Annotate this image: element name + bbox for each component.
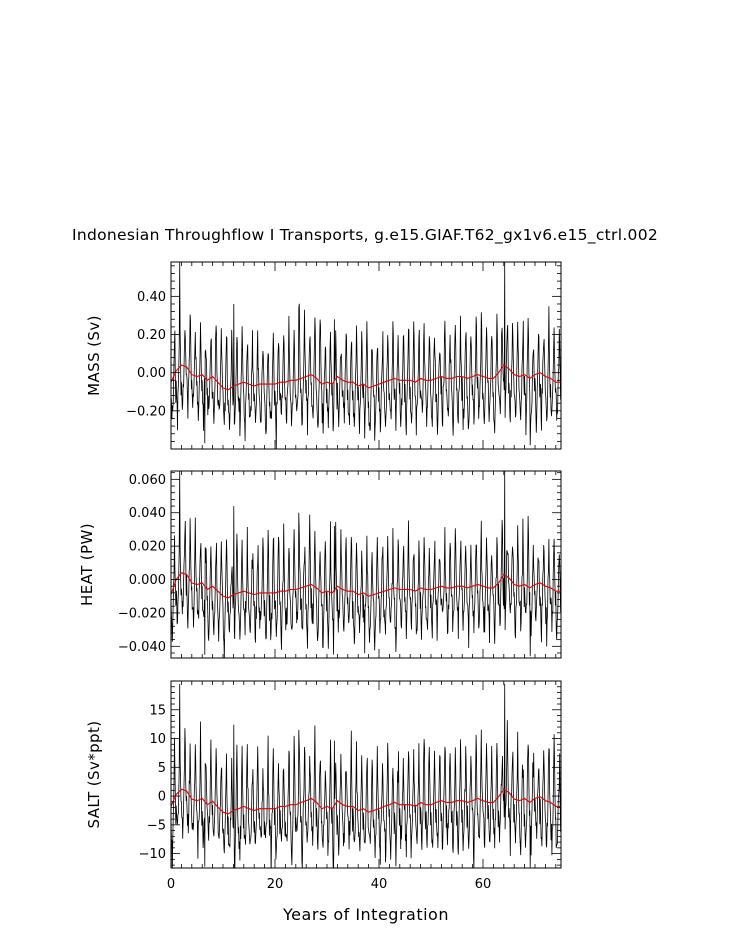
x-axis-label: Years of Integration: [282, 905, 449, 924]
y-tick-label: −0.020: [118, 606, 166, 621]
y-tick-label: 0.060: [129, 473, 166, 488]
raw-series-line: [171, 683, 561, 868]
y-tick-label: 15: [149, 703, 166, 718]
plot-frame: [170, 261, 562, 450]
y-tick-label: −5: [147, 818, 166, 833]
x-tick-label: 20: [267, 877, 284, 892]
y-tick-label: −0.20: [126, 404, 166, 419]
y-tick-label: −0.040: [118, 640, 166, 655]
y-axis-label: MASS (Sv): [85, 315, 103, 396]
y-tick-label: 0.00: [137, 366, 166, 381]
x-tick-label: 40: [371, 877, 388, 892]
y-tick-label: 0: [158, 790, 166, 805]
y-tick-label: 0.000: [129, 573, 166, 588]
heat-transport-panel: −0.040 −0.020 0.000 0.020 0.040 0.060 HEAT (PW…: [78, 470, 562, 659]
running-mean-line: [171, 572, 561, 599]
raw-series-line: [171, 471, 561, 658]
plot-frame: [170, 680, 562, 869]
plot-frame: [170, 470, 562, 659]
y-tick-label: −10: [139, 847, 166, 862]
y-tick-label: 10: [149, 732, 166, 747]
y-axis-label: SALT (Sv*ppt): [85, 720, 103, 828]
y-tick-label: 0.40: [137, 290, 166, 305]
y-axis-label: HEAT (PW): [78, 523, 96, 606]
salt-transport-panel: 0 20 40 60 −10 −5 0 5 10 15 SALT (Sv*ppt): [85, 680, 562, 892]
raw-series-line: [171, 262, 561, 449]
mass-transport-panel: −0.20 0.00 0.20 0.40 MASS (Sv): [85, 261, 562, 450]
y-tick-label: 0.020: [129, 540, 166, 555]
x-tick-label: 60: [475, 877, 492, 892]
y-tick-label: 5: [158, 761, 166, 776]
running-mean-line: [171, 364, 561, 391]
figure-title: Indonesian Throughflow I Transports, g.e…: [72, 226, 658, 245]
y-tick-label: 0.20: [137, 328, 166, 343]
y-tick-label: 0.040: [129, 506, 166, 521]
running-mean-line: [171, 788, 561, 815]
x-tick-label: 0: [167, 877, 175, 892]
